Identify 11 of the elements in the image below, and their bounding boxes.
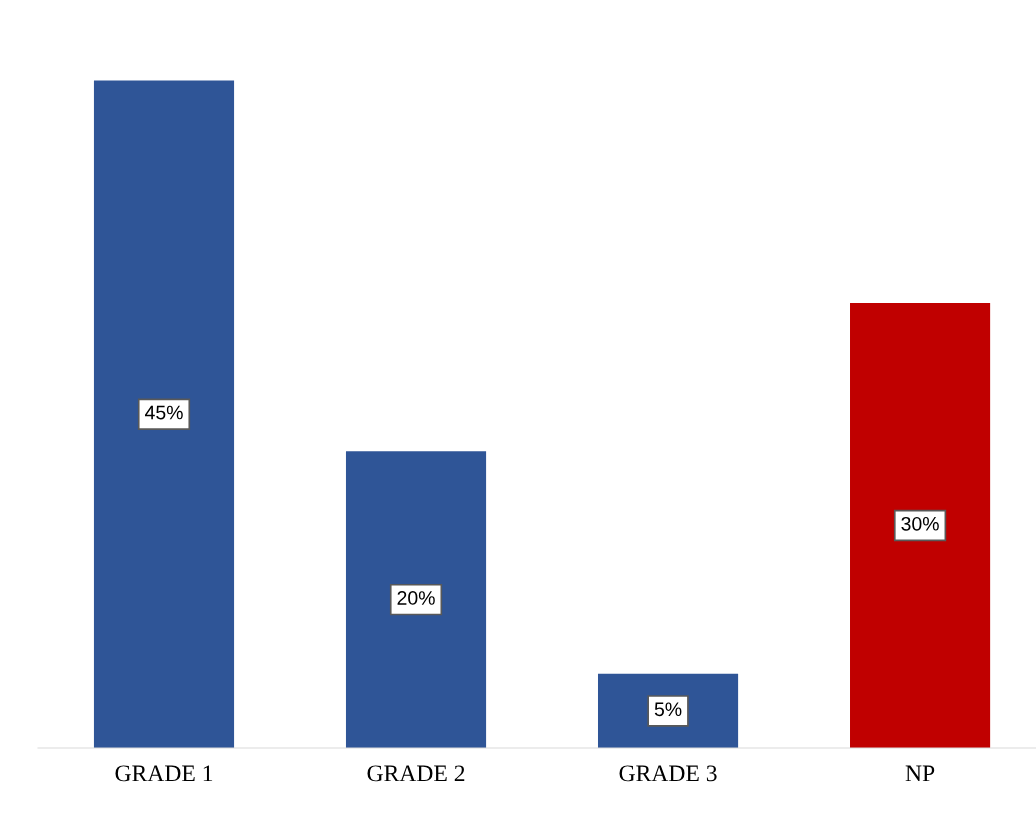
x-tick-label: GRADE 3 — [619, 765, 717, 782]
data-label: 45% — [145, 405, 183, 420]
bar — [850, 302, 991, 748]
data-label: 20% — [397, 591, 435, 605]
data-label: 5% — [654, 702, 682, 717]
data-label: 30% — [901, 516, 939, 531]
bar — [93, 80, 235, 748]
x-tick-label: GRADE 2 — [367, 765, 465, 782]
x-tick-label: NP — [905, 765, 935, 782]
bar — [345, 451, 487, 748]
x-tick-label: GRADE 1 — [115, 765, 213, 782]
